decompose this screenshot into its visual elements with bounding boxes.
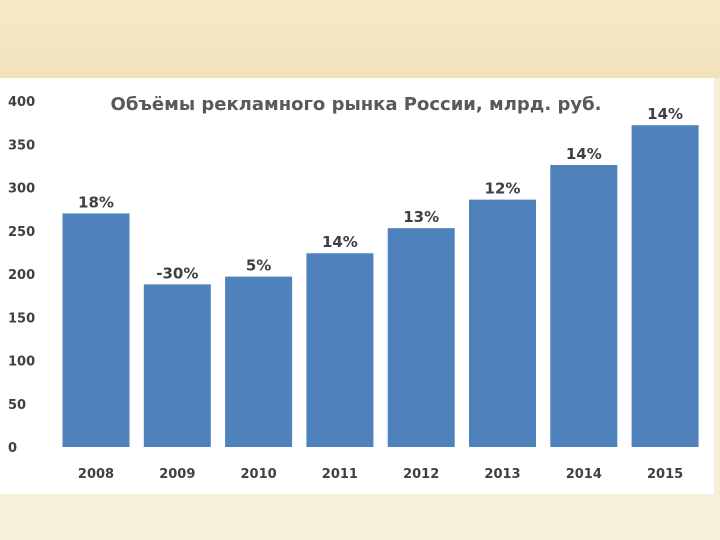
y-tick-label: 400: [8, 95, 35, 110]
bar-2010: [225, 276, 293, 447]
x-tick-label: 2014: [566, 467, 602, 482]
y-tick-label: 300: [8, 182, 35, 197]
x-tick-label: 2008: [78, 467, 114, 482]
bar-2015: [631, 125, 699, 447]
chart-title: Объёмы рекламного рынка России, млрд. ру…: [111, 94, 602, 115]
bar-2011: [306, 253, 374, 447]
x-tick-label: 2011: [322, 467, 358, 482]
y-tick-label: 100: [8, 355, 35, 370]
bars-group: 18% -30% 5% 14% 13% 12% 14% 14%: [62, 105, 699, 447]
y-tick-label: 50: [8, 398, 26, 413]
data-label-2011: 14%: [322, 233, 358, 251]
y-tick-label: 200: [8, 268, 35, 283]
bar-2014: [550, 165, 618, 447]
data-label-2008: 18%: [78, 193, 114, 211]
data-label-2015: 14%: [647, 105, 683, 123]
x-axis: 2008 2009 2010 2011 2012 2013 2014 2015: [78, 467, 683, 482]
data-label-2010: 5%: [246, 257, 271, 275]
x-tick-label: 2013: [484, 467, 520, 482]
bar-2013: [469, 199, 536, 447]
x-tick-label: 2012: [403, 467, 439, 482]
bar-2008: [62, 213, 130, 447]
data-label-2014: 14%: [566, 145, 602, 163]
y-tick-label: 0: [8, 441, 17, 456]
bar-2012: [387, 228, 455, 447]
y-axis: 0 50 100 150 200 250 300 350 400: [8, 95, 35, 456]
y-tick-label: 250: [8, 225, 35, 240]
data-label-2013: 12%: [485, 180, 521, 198]
bar-2009: [143, 284, 211, 447]
y-tick-label: 350: [8, 138, 35, 153]
y-tick-label: 150: [8, 311, 35, 326]
slide-header-band: [0, 0, 720, 78]
x-tick-label: 2010: [241, 467, 277, 482]
x-tick-label: 2009: [159, 467, 195, 482]
data-label-2009: -30%: [156, 264, 198, 282]
data-label-2012: 13%: [403, 208, 439, 226]
x-tick-label: 2015: [647, 467, 683, 482]
